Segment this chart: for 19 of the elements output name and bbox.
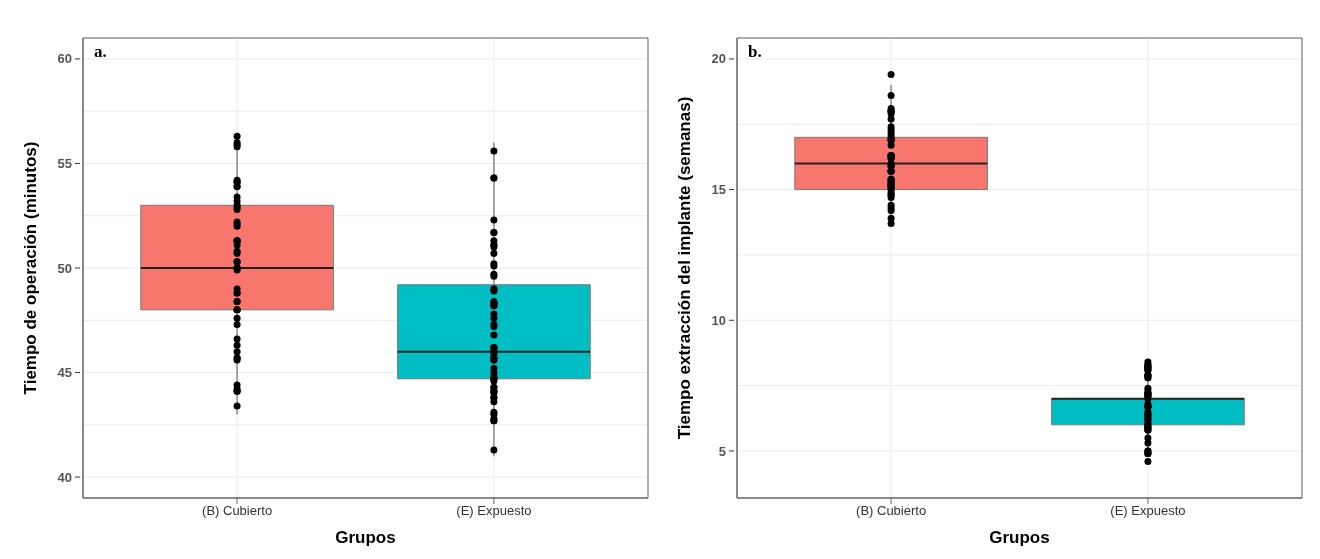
y-tick-label: 20 [711,51,726,67]
x-tick-label: (B) Cubierto [202,503,273,519]
x-axis-title: Grupos [335,528,396,547]
y-tick-label: 55 [57,156,72,171]
y-tick-label: 40 [57,469,72,485]
y-tick-label: 10 [711,312,726,328]
y-tick-label: 15 [711,182,726,198]
y-axis-title: Tiempo de operación (minutos) [21,141,41,395]
y-axis-title: Tiempo extracción del implante (semanas) [675,96,695,440]
y-tick-label: 60 [57,51,72,67]
y-tick-label: 45 [57,365,72,381]
annotation: b. [748,42,762,62]
x-axis-title: Grupos [989,528,1050,547]
x-tick-label: (E) Expuesto [1110,503,1186,519]
x-tick-label: (E) Expuesto [456,503,532,519]
y-tick-label: 50 [57,260,72,276]
x-tick-label: (B) Cubierto [856,503,927,519]
annotation: a. [94,42,107,62]
y-tick-label: 5 [718,443,726,459]
